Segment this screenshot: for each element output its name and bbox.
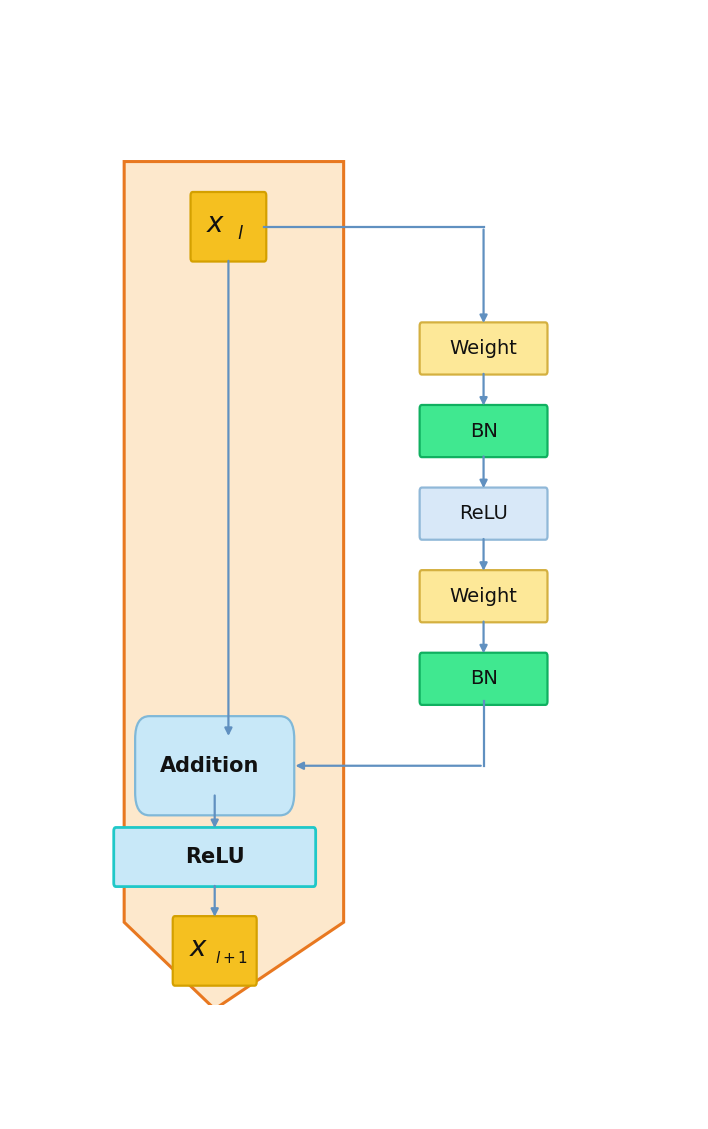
FancyBboxPatch shape <box>420 653 547 704</box>
Text: $\mathit{x}$: $\mathit{x}$ <box>206 211 226 237</box>
FancyBboxPatch shape <box>420 488 547 540</box>
Text: BN: BN <box>469 421 498 440</box>
Polygon shape <box>124 161 343 1009</box>
Text: ReLU: ReLU <box>459 505 508 523</box>
Text: BN: BN <box>469 669 498 689</box>
Text: Weight: Weight <box>450 339 518 358</box>
Text: $\mathit{l+1}$: $\mathit{l+1}$ <box>215 949 248 966</box>
Text: $\mathit{x}$: $\mathit{x}$ <box>189 935 208 962</box>
FancyBboxPatch shape <box>190 192 266 262</box>
FancyBboxPatch shape <box>173 916 257 986</box>
Text: ReLU: ReLU <box>185 847 244 867</box>
FancyBboxPatch shape <box>114 828 316 886</box>
FancyBboxPatch shape <box>420 570 547 622</box>
Text: Addition: Addition <box>159 755 259 776</box>
Text: Weight: Weight <box>450 587 518 606</box>
FancyBboxPatch shape <box>420 323 547 375</box>
FancyBboxPatch shape <box>420 405 547 457</box>
FancyBboxPatch shape <box>135 716 295 815</box>
Text: $\mathit{l}$: $\mathit{l}$ <box>237 225 244 243</box>
